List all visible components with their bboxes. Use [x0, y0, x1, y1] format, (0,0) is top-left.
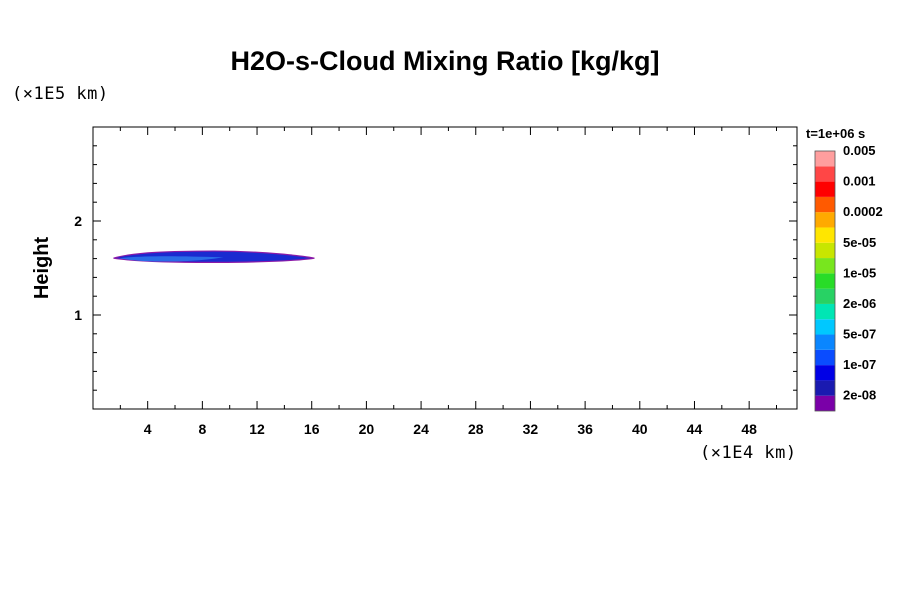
colorbar: 2e-08 1e-07 5e-07 2e-06 1e-05 5e-05 0.0002 0.00… [814, 143, 883, 412]
y-axis-label: Height [31, 237, 53, 300]
x-tick-label: 48 [741, 421, 757, 437]
x-tick-label: 24 [413, 421, 429, 437]
colorbar-label: 2e-08 [843, 388, 876, 403]
x-tick-label: 16 [304, 421, 320, 437]
colorbar-label: 0.005 [843, 143, 876, 158]
colorbar-swatch [815, 349, 835, 366]
x-tick-label: 40 [632, 421, 648, 437]
colorbar-swatch [815, 242, 835, 259]
colorbar-swatch [815, 380, 835, 396]
x-tick-label: 36 [577, 421, 593, 437]
colorbar-label: 0.0002 [843, 204, 883, 219]
y-tick-label: 2 [74, 213, 82, 229]
plot-frame [92, 126, 798, 410]
x-tick-label: 32 [523, 421, 539, 437]
colorbar-label: 5e-05 [843, 235, 876, 250]
colorbar-swatch [815, 212, 835, 228]
colorbar-swatch [815, 319, 835, 335]
colorbar-swatch [815, 334, 835, 350]
chart-title: H2O-s-Cloud Mixing Ratio [kg/kg] [230, 46, 660, 76]
colorbar-swatch [815, 258, 835, 274]
colorbar-swatch [815, 227, 835, 243]
x-tick-label: 28 [468, 421, 484, 437]
y-axis-scale-label: (×1E5 km) [12, 84, 109, 104]
colorbar-frame [814, 150, 836, 412]
x-tick-label: 44 [687, 421, 703, 437]
colorbar-swatch [815, 395, 835, 411]
colorbar-swatch [815, 166, 835, 182]
x-tick-label: 20 [359, 421, 375, 437]
colorbar-swatch [815, 365, 835, 381]
x-axis-scale-label: (×1E4 km) [700, 443, 797, 463]
colorbar-swatch [815, 273, 835, 289]
colorbar-swatch [815, 288, 835, 304]
x-tick-label: 8 [198, 421, 206, 437]
colorbar-swatch [815, 303, 835, 320]
colorbar-label: 1e-05 [843, 265, 876, 280]
colorbar-label: 0.001 [843, 174, 876, 189]
colorbar-label: 2e-06 [843, 296, 876, 311]
cloud-region [113, 250, 315, 264]
x-tick-label: 4 [144, 421, 152, 437]
colorbar-swatch [815, 181, 835, 197]
colorbar-label: 1e-07 [843, 357, 876, 372]
time-label: t=1e+06 s [806, 126, 866, 141]
colorbar-swatch [815, 196, 835, 213]
y-axis-ticks: 12 [74, 145, 797, 391]
y-tick-label: 1 [74, 307, 82, 323]
cloud-region-inner [119, 256, 224, 262]
x-axis-ticks: 4 8 12 16 20 24 28 32 36 40 44 48 [119, 127, 777, 437]
colorbar-label: 5e-07 [843, 327, 876, 342]
x-tick-label: 12 [249, 421, 265, 437]
colorbar-swatch [815, 151, 835, 167]
